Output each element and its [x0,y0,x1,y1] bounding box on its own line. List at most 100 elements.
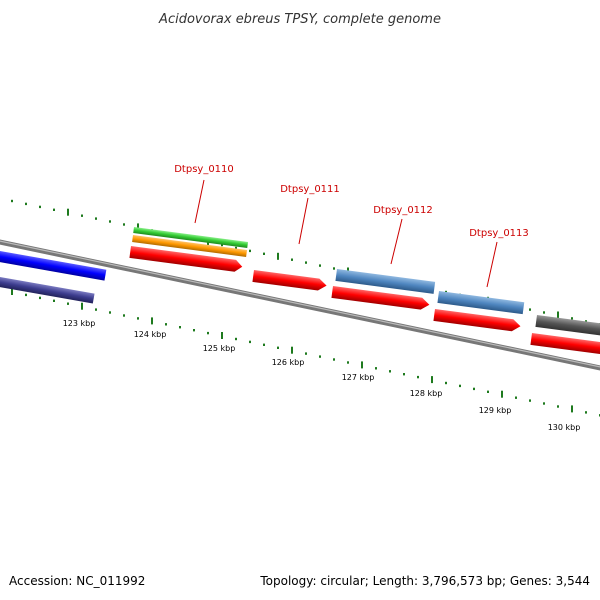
gene-right-red-arrow [530,333,600,355]
minor-tick [459,384,461,388]
minor-tick [193,329,195,332]
minor-tick [529,399,531,402]
genome-backbone [0,239,600,371]
major-tick [291,346,293,354]
minor-tick [263,252,265,255]
minor-tick [123,314,125,317]
minor-tick [263,343,265,346]
gene-label-dtpsy-0112: Dtpsy_0112 [373,205,433,265]
gene-label-dtpsy-0113: Dtpsy_0113 [469,228,529,288]
gene-dtpsy-0112-arrow [331,286,430,310]
minor-tick [53,208,55,211]
map-title: Acidovorax ebreus TPSY, complete genome [158,12,441,27]
gene-dtpsy-0110-green [133,227,249,248]
minor-tick [585,320,587,323]
gene-left-navy [0,275,95,304]
gene-dtpsy-0113-cds [437,291,525,315]
minor-tick [473,387,475,391]
major-tick [137,223,139,231]
minor-tick [291,258,293,261]
tick-label-126: 126 kbp [272,358,305,367]
minor-tick [235,246,237,250]
gene-label-text: Dtpsy_0110 [174,164,234,175]
minor-tick [487,390,489,393]
minor-tick [529,308,531,311]
major-tick [361,361,363,369]
major-tick [11,288,13,295]
minor-tick [39,296,41,300]
minor-tick [221,243,223,247]
tick-label-125: 125 kbp [203,344,236,353]
minor-tick [389,370,391,373]
minor-tick [417,375,419,379]
minor-tick [333,267,335,270]
minor-tick [109,311,111,314]
tick-label-130: 130 kbp [548,423,581,432]
genome-summary-text: Topology: circular; Length: 3,796,573 bp… [259,574,590,588]
minor-tick [25,293,27,297]
minor-tick [543,402,545,405]
gene-dtpsy-0111-arrow [252,270,327,291]
scale-labels: 123 kbp 124 kbp 125 kbp 126 kbp 127 kbp … [63,319,581,432]
minor-tick [235,337,237,341]
minor-tick [277,346,279,349]
minor-tick [347,361,349,364]
minor-tick [81,214,83,217]
gene-label-text: Dtpsy_0111 [280,184,340,195]
major-tick [221,332,223,339]
major-tick [151,317,153,325]
major-tick [571,405,573,413]
minor-tick [95,217,97,220]
tick-label-123: 123 kbp [63,319,96,328]
minor-tick [543,311,545,314]
minor-tick [137,317,139,320]
gene-dtpsy-0110-orange [132,235,248,257]
minor-tick [319,264,321,267]
major-tick [501,390,503,398]
major-tick [557,311,559,319]
tick-label-129: 129 kbp [479,406,512,415]
major-tick [67,208,69,216]
gene-label-dtpsy-0111: Dtpsy_0111 [280,184,340,245]
gene-right-gray [535,315,600,338]
minor-tick [249,340,251,344]
minor-tick [585,411,587,414]
minor-tick [305,261,307,264]
minor-tick [25,202,27,206]
lower-tick-row [11,288,600,417]
minor-tick [403,373,405,376]
minor-tick [95,308,97,311]
gene-dtpsy-0113-arrow [433,309,521,332]
minor-tick [375,367,377,370]
minor-tick [123,223,125,226]
minor-tick [515,396,517,399]
gene-label-text: Dtpsy_0112 [373,205,433,216]
tick-label-128: 128 kbp [410,389,443,398]
minor-tick [165,323,167,326]
gene-dtpsy-0112-cds [335,269,436,294]
gene-dtpsy-0110-arrow [129,246,243,272]
gene-label-dtpsy-0110: Dtpsy_0110 [174,164,234,224]
major-tick [277,252,279,260]
gene-left-blue [0,249,107,281]
minor-tick [109,220,111,223]
minor-tick [179,326,181,329]
minor-tick [305,352,307,355]
tick-label-127: 127 kbp [342,373,375,382]
minor-tick [249,249,251,253]
tick-label-124: 124 kbp [134,330,167,339]
minor-tick [39,205,41,209]
minor-tick [571,317,573,320]
gene-label-text: Dtpsy_0113 [469,228,529,239]
minor-tick [11,199,13,203]
minor-tick [557,405,559,408]
major-tick [81,302,83,310]
minor-tick [53,299,55,302]
minor-tick [319,355,321,358]
major-tick [431,376,433,384]
minor-tick [445,381,447,385]
minor-tick [207,331,209,335]
minor-tick [333,358,335,361]
accession-text: Accession: NC_011992 [9,574,145,588]
